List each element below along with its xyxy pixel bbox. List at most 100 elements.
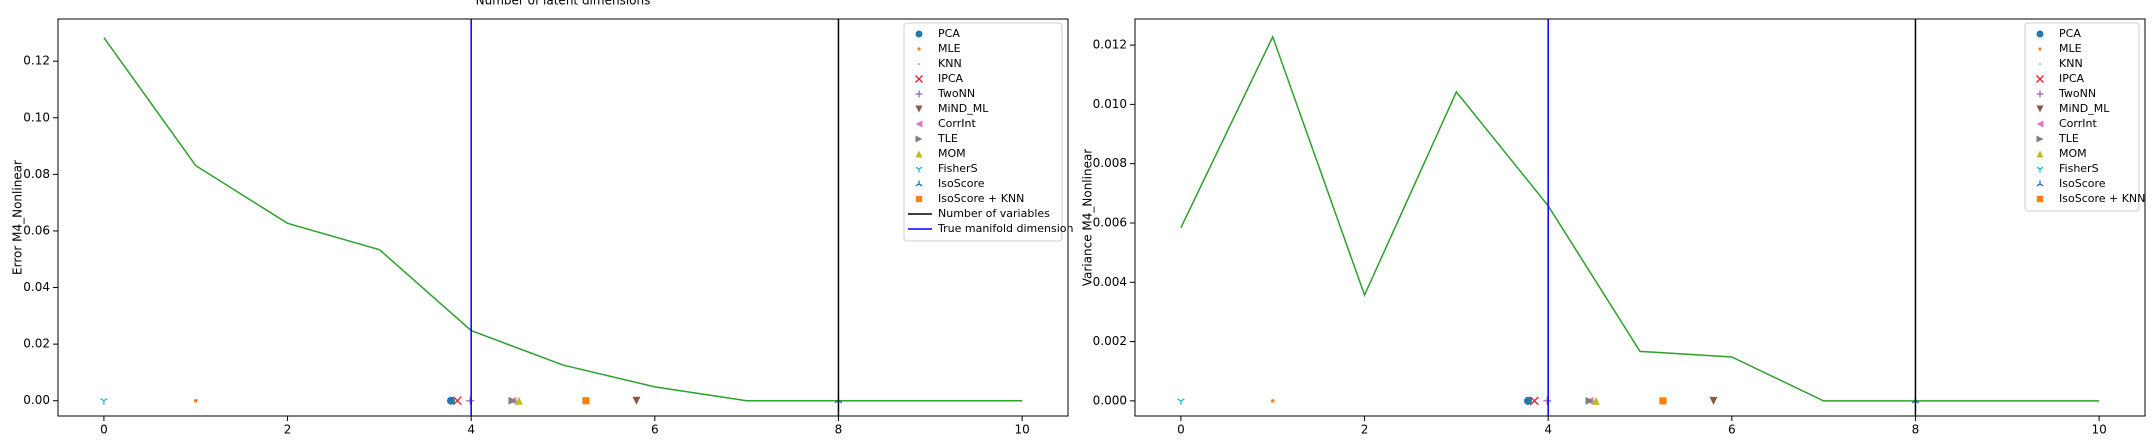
x-tick-label: 2 [284,423,292,437]
axes-frame [1134,18,2146,417]
legend-label: KNN [938,57,962,70]
legend-label: MiND_ML [938,102,989,115]
x-tick-label: 2 [1361,423,1369,437]
marker [2036,135,2044,143]
legend-box [2024,22,2140,212]
marker [2039,63,2041,65]
marker [2036,30,2044,38]
marker [582,397,590,405]
legend-label: MiND_ML [2059,102,2110,115]
x-tick-label: 6 [1728,423,1736,437]
legend-label: MOM [938,147,966,160]
marker [2038,47,2042,51]
marker [632,396,641,405]
x-tick-label: 4 [1544,423,1552,437]
plot-area [1177,19,2100,416]
x-tick-label: 10 [1014,423,1029,437]
marker [2036,195,2044,203]
y-tick-label: 0.010 [1093,97,1127,111]
y-tick-label: 0.08 [23,167,50,181]
y-tick-label: 0.004 [1093,275,1127,289]
legend-label: FisherS [938,162,978,175]
marker [1270,399,1275,403]
marker [1543,396,1552,405]
y-tick-label: 0.02 [23,337,50,351]
x-tick-label: 0 [100,423,108,437]
legend-label: IsoScore [2059,177,2106,190]
legend-label: PCA [2059,27,2081,40]
marker [2036,105,2044,113]
marker [2036,180,2044,187]
marker [915,30,923,38]
marker [915,135,923,143]
y-tick-label: 0.002 [1093,334,1127,348]
marker [1659,397,1667,405]
marker [2036,166,2044,173]
y-axis-label: Error M4_Nonlinear [11,160,25,275]
legend-label: IsoScore + KNN [938,192,1024,205]
legend-label: True manifold dimension [937,222,1073,235]
y-tick-label: 0.06 [23,223,50,237]
x-tick-label: 4 [467,423,475,437]
x-tick-label: 6 [651,423,659,437]
x-tick-label: 8 [835,423,843,437]
marker [915,120,923,128]
marker [514,396,523,405]
legend-label: IsoScore + KNN [2059,192,2145,205]
caption: Number of latent dimensions [476,0,651,8]
y-tick-label: 0.006 [1093,215,1127,229]
legend-label: MLE [2059,42,2082,55]
marker [2036,90,2044,98]
y-tick-label: 0.00 [23,393,50,407]
x-tick-label: 10 [2091,423,2106,437]
marker [2036,120,2044,128]
legend-label: IsoScore [938,177,985,190]
marker [508,396,517,405]
y-tick-label: 0.10 [23,110,50,124]
y-tick-label: 0.012 [1093,38,1127,52]
legend-label: TLE [937,132,958,145]
marker [452,400,454,402]
legend-label: CorrInt [2059,117,2097,130]
plot-area [100,19,1023,416]
y-axis-label: Variance M4_Nonlinear [1081,149,1095,287]
marker [452,396,462,406]
legend-label: IPCA [2059,72,2085,85]
x-tick-label: 8 [1912,423,1920,437]
marker [1177,398,1185,405]
legend-label: FisherS [2059,162,2099,175]
legend-label: TwoNN [937,87,975,100]
marker [917,47,921,51]
legend-label: Number of variables [938,207,1050,220]
marker [466,396,475,405]
marker [1523,396,1532,405]
legend-label: KNN [2059,57,2083,70]
marker [1585,396,1594,405]
marker [1529,396,1539,406]
legend-label: TLE [2058,132,2079,145]
marker [918,63,920,65]
y-tick-label: 0.008 [1093,156,1127,170]
marker [915,195,923,203]
marker [446,396,455,405]
marker [1529,400,1531,402]
marker [1591,396,1600,405]
marker [915,180,923,187]
marker [915,90,923,98]
legend-label: TwoNN [2058,87,2096,100]
marker [915,166,923,173]
legend-label: IPCA [938,72,964,85]
marker [2036,75,2044,83]
legend-label: CorrInt [938,117,976,130]
marker [1709,396,1718,405]
y-tick-label: 0.04 [23,280,50,294]
legend-label: MLE [938,42,961,55]
y-tick-label: 0.12 [23,54,50,68]
marker [100,398,108,405]
line-series [103,37,1023,402]
legend-label: MOM [2059,147,2087,160]
legend-label: PCA [938,27,960,40]
marker [915,150,923,158]
legend-box [903,22,1063,242]
marker [193,398,198,403]
